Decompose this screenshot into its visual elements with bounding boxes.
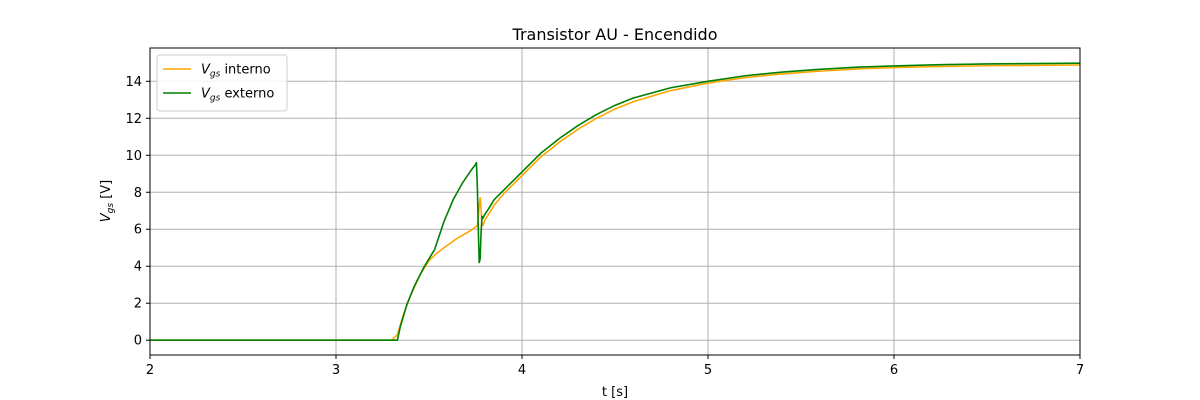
y-axis-title: Vgs [V] [99,180,116,222]
series-group [150,62,1081,342]
label-sub: gs [210,94,221,104]
label-sub: gs [106,203,116,214]
y-tick-label: 2 [134,297,142,312]
legend-label-externo: Vgs externo [201,87,274,104]
y-tick-label: 6 [134,223,142,238]
grid [149,48,1081,355]
x-axis-title: t [s] [602,385,628,400]
x-tick-label: 2 [146,363,154,378]
y-tick-label: 0 [134,334,142,349]
x-tick-label: 4 [518,363,526,378]
x-tick-label: 5 [704,363,712,378]
legend-label-interno: Vgs interno [201,63,271,80]
y-tick-label: 8 [134,186,142,201]
x-tick-label: 3 [332,363,340,378]
plot-frame [149,47,1081,356]
series-line-interno [150,64,1081,342]
y-tick-label: 14 [125,75,142,90]
chart-title: Transistor AU - Encendido [512,25,718,44]
label-suffix: interno [220,63,270,78]
series-line-externo [150,62,1081,342]
x-tick-label: 7 [1076,363,1084,378]
label-sub: gs [210,70,221,80]
label-main: V [201,87,211,102]
label-suffix: [V] [99,180,114,203]
label-main: V [99,212,114,222]
x-tick-label: 6 [890,363,898,378]
label-main: V [201,63,211,78]
y-tick-label: 4 [134,260,142,275]
label-suffix: externo [220,87,274,102]
y-tick-label: 12 [125,112,142,127]
y-tick-label: 10 [125,149,142,164]
